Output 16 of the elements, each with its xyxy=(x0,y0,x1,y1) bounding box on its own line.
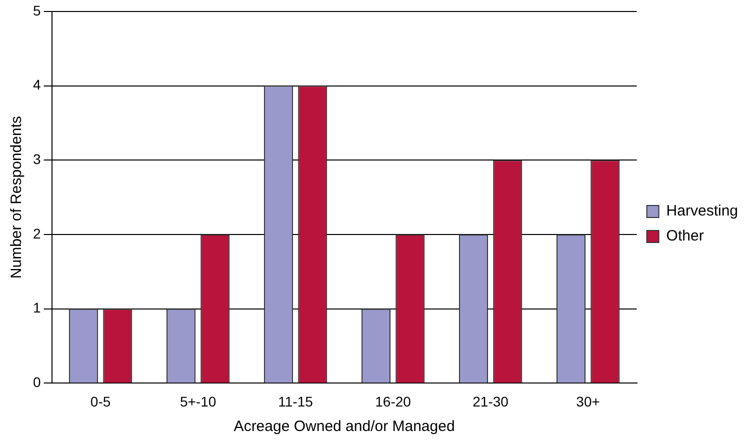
x-tick-label: 30+ xyxy=(576,393,600,410)
x-tick-label: 16-20 xyxy=(375,393,412,410)
x-tick-label: 5+-10 xyxy=(180,393,216,410)
y-tick-label: 2 xyxy=(32,225,41,242)
x-tick-label: 0-5 xyxy=(90,393,111,410)
y-tick-label: 4 xyxy=(32,76,41,93)
y-axis-title: Number of Respondents xyxy=(8,116,26,279)
y-tick-label: 0 xyxy=(32,374,41,390)
y-tick-label: 5 xyxy=(32,2,41,18)
y-tick-label: 3 xyxy=(32,150,41,167)
y-tick-label: 1 xyxy=(32,300,41,316)
legend-label: Harvesting xyxy=(666,202,738,220)
legend-label: Other xyxy=(666,228,704,245)
x-tick-label: 11-15 xyxy=(278,393,314,410)
x-tick-label: 21-30 xyxy=(472,393,509,410)
x-axis-title: Acreage Owned and/or Managed xyxy=(234,418,455,436)
